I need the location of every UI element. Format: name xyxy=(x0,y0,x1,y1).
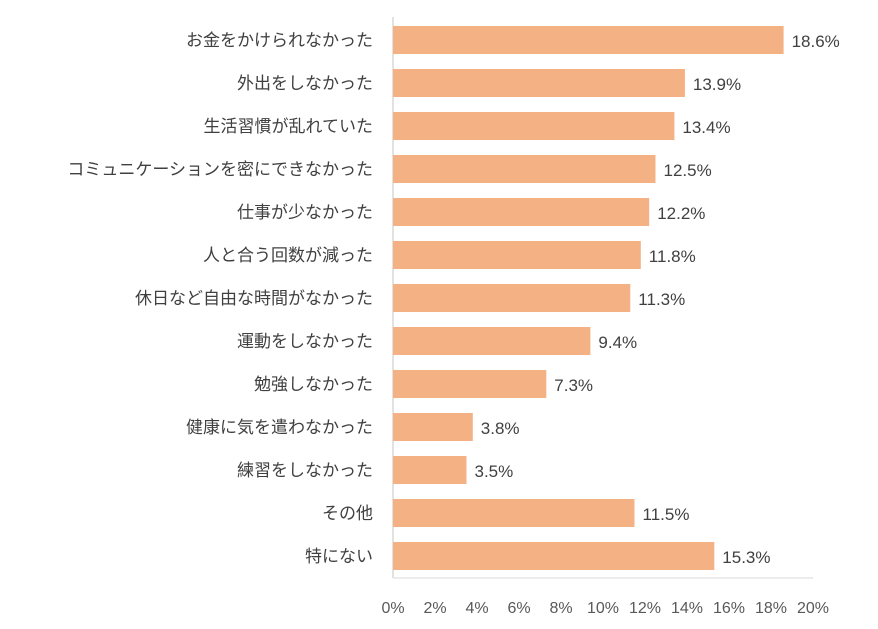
bar xyxy=(393,499,635,527)
x-tick-label: 8% xyxy=(549,600,572,617)
data-label: 18.6% xyxy=(792,32,840,51)
category-label: 運動をしなかった xyxy=(237,332,373,352)
x-tick-label: 6% xyxy=(507,600,530,617)
bar xyxy=(393,69,685,97)
x-tick-label: 12% xyxy=(629,600,661,617)
category-label: お金をかけられなかった xyxy=(186,31,373,51)
x-tick-label: 10% xyxy=(587,600,619,617)
category-label: 仕事が少なかった xyxy=(237,203,373,223)
category-label: 健康に気を遣わなかった xyxy=(186,418,373,438)
data-label: 12.2% xyxy=(657,204,705,223)
data-label: 9.4% xyxy=(598,333,637,352)
bar xyxy=(393,155,656,183)
data-label: 11.5% xyxy=(643,505,690,524)
x-tick-label: 20% xyxy=(797,600,829,617)
bar xyxy=(393,370,547,398)
data-label: 11.8% xyxy=(649,247,696,266)
category-label: 人と合う回数が減った xyxy=(203,246,373,266)
data-label: 15.3% xyxy=(722,548,770,567)
category-label: 練習をしなかった xyxy=(237,461,373,481)
data-label: 3.5% xyxy=(475,462,514,481)
bar xyxy=(393,413,473,441)
bar xyxy=(393,456,467,484)
x-tick-label: 4% xyxy=(465,600,488,617)
data-label: 7.3% xyxy=(554,376,593,395)
data-label: 3.8% xyxy=(481,419,520,438)
category-label: 生活習慣が乱れていた xyxy=(204,117,374,137)
bar xyxy=(393,26,784,54)
data-label: 13.4% xyxy=(682,118,730,137)
category-label: 特にない xyxy=(305,547,373,567)
data-label: 12.5% xyxy=(664,161,712,180)
bar xyxy=(393,112,675,140)
bar xyxy=(393,284,631,312)
x-tick-label: 14% xyxy=(671,600,703,617)
category-label: 休日など自由な時間がなかった xyxy=(135,289,373,309)
bar xyxy=(393,198,650,226)
x-tick-label: 2% xyxy=(423,600,446,617)
category-label: 外出をしなかった xyxy=(237,74,373,94)
category-label: その他 xyxy=(322,504,373,524)
bar xyxy=(393,542,715,570)
value-labels: 18.6% 13.9% 13.4% 12.5% 12.2% 11.8% 11.3% 9.4% 7… xyxy=(475,32,840,567)
category-labels: お金をかけられなかった外出をしなかった生活習慣が乱れていたコミュニケーションを密… xyxy=(67,31,373,567)
x-tick-label: 0% xyxy=(381,600,404,617)
bar xyxy=(393,241,641,269)
data-label: 11.3% xyxy=(638,290,685,309)
x-axis-tick-labels: 0% 2% 4% 6% 8% 10% 12% 14% 16% 18% 20% xyxy=(381,600,829,617)
data-label: 13.9% xyxy=(693,75,741,94)
category-label: 勉強しなかった xyxy=(254,375,373,395)
bar-group xyxy=(393,26,784,570)
bar xyxy=(393,327,591,355)
category-label: コミュニケーションを密にできなかった xyxy=(67,160,373,180)
x-tick-label: 16% xyxy=(713,600,745,617)
x-tick-label: 18% xyxy=(755,600,787,617)
